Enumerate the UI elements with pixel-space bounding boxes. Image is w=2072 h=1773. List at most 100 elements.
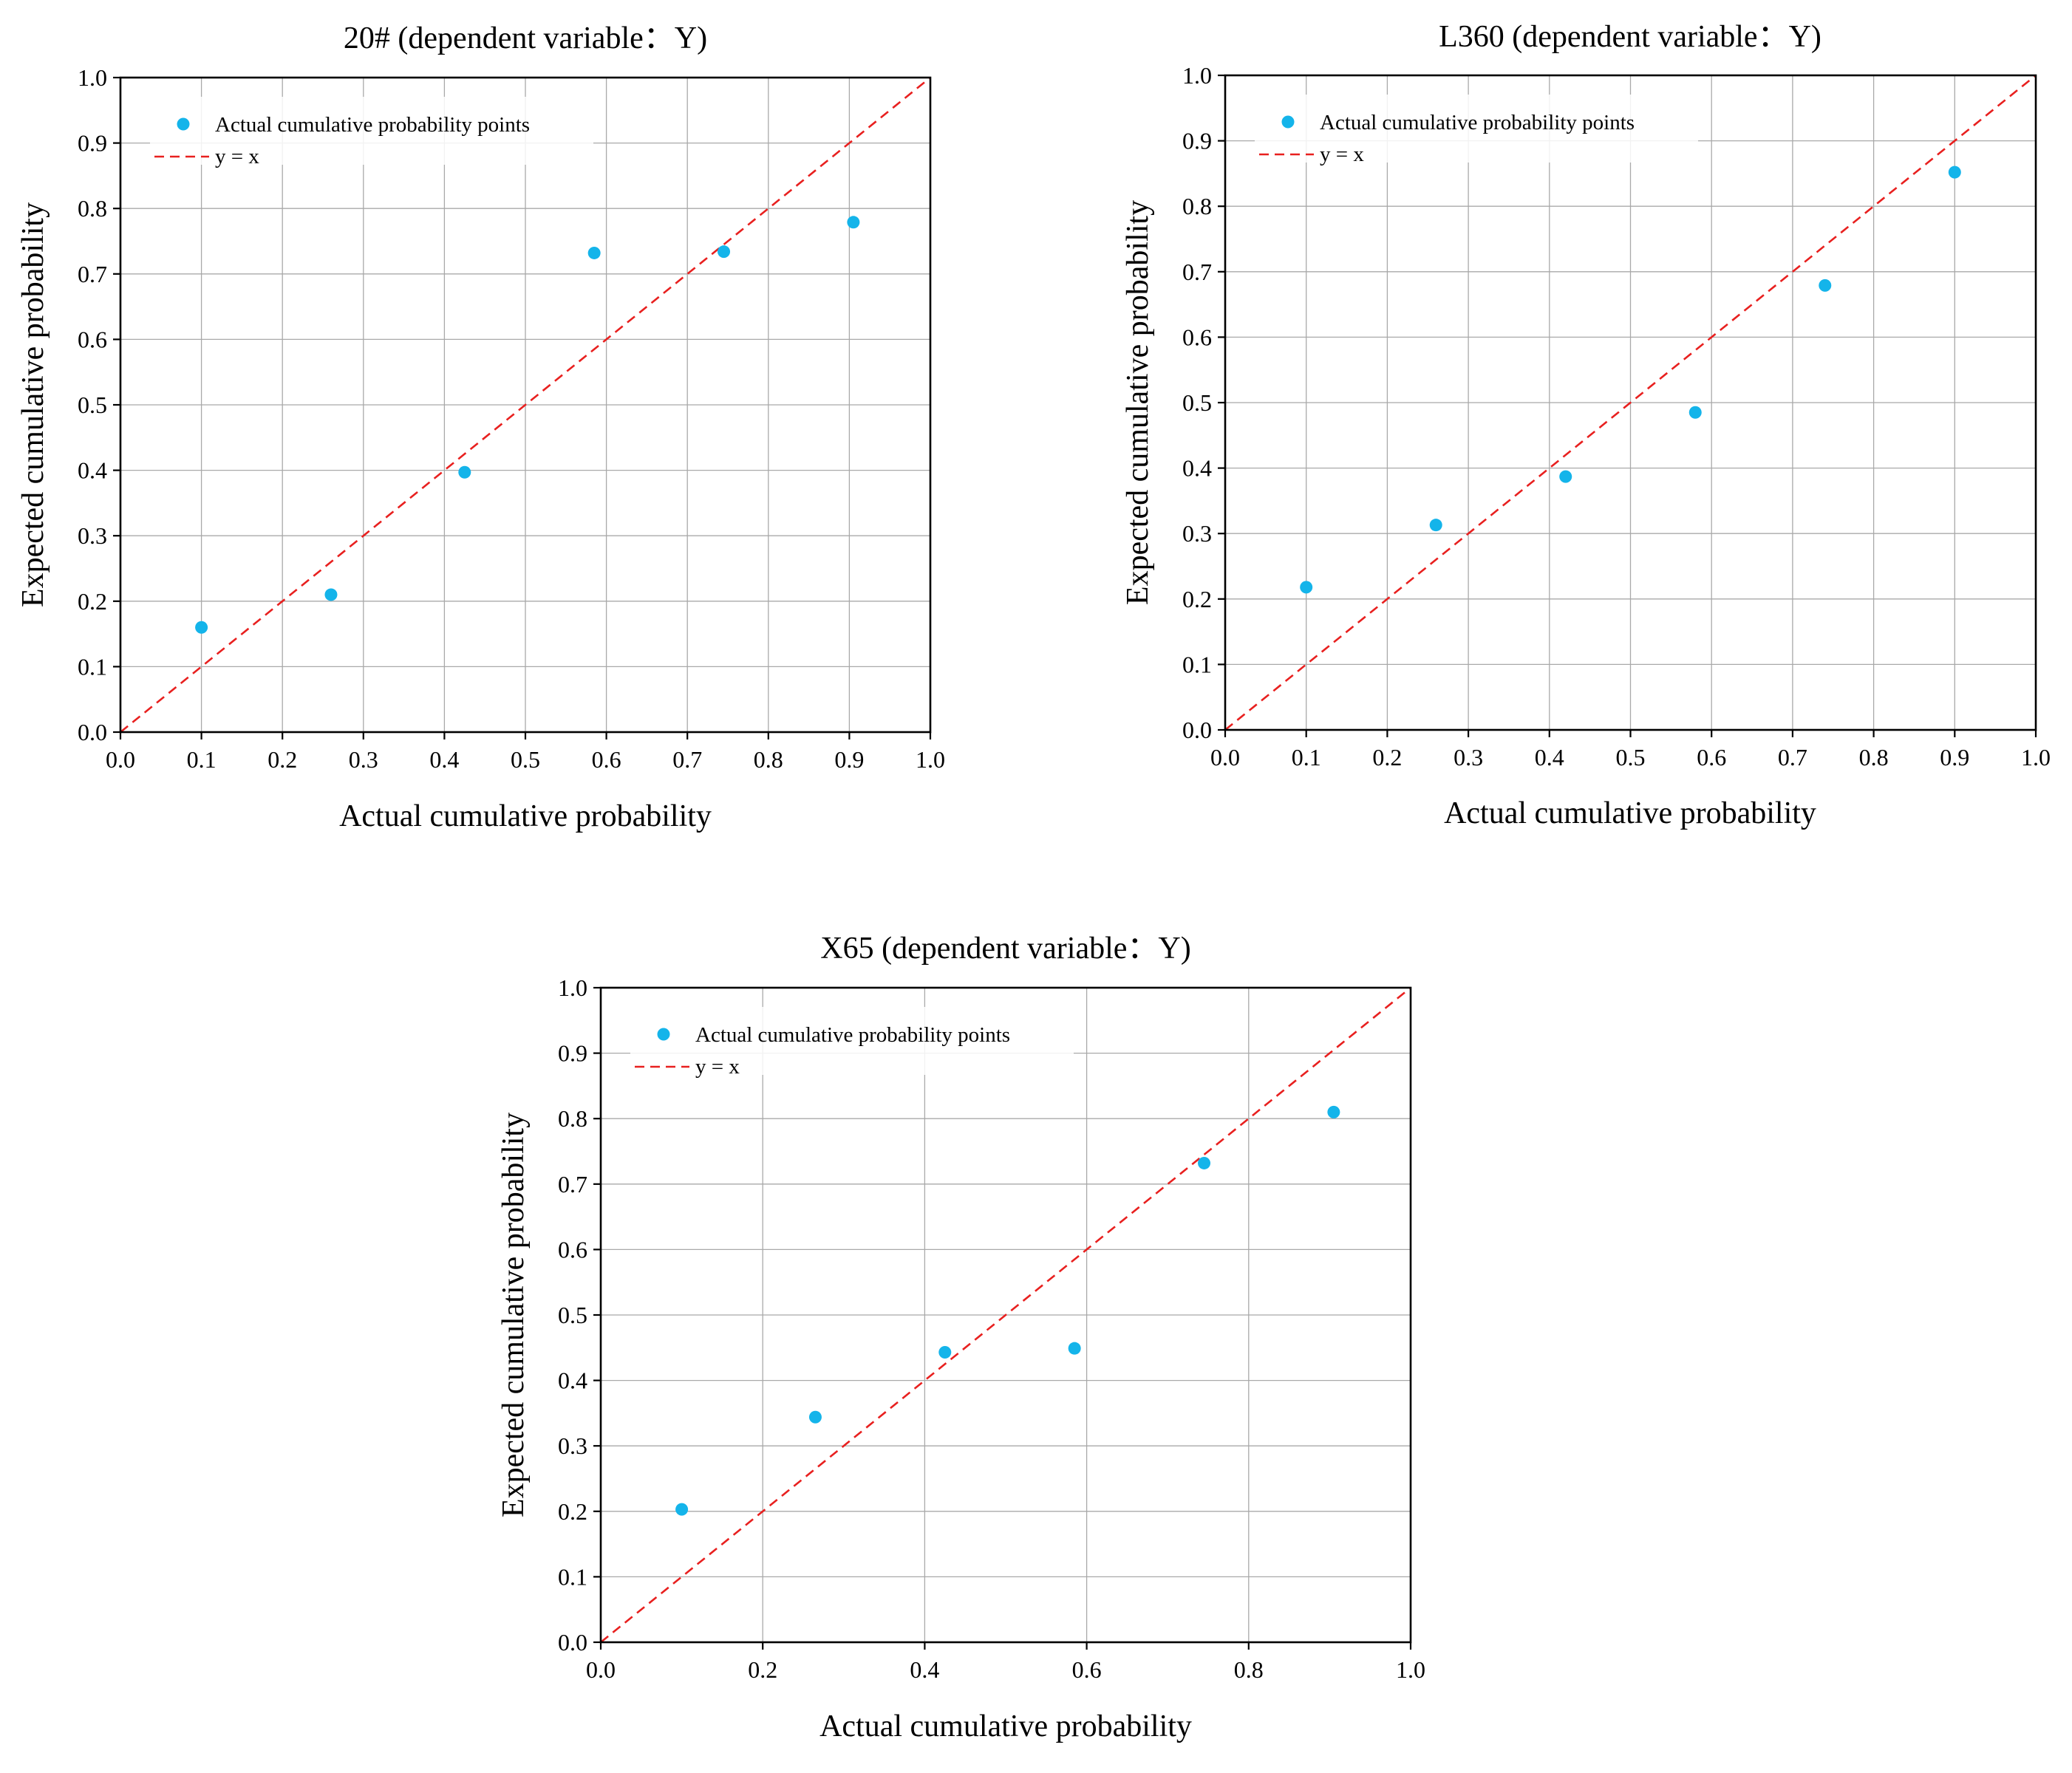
y-tick-label: 1.0 — [558, 974, 587, 1001]
data-point — [1068, 1342, 1081, 1355]
x-tick-label: 1.0 — [2021, 744, 2051, 771]
y-tick-label: 0.1 — [1182, 651, 1212, 677]
x-tick-label: 0.7 — [672, 746, 702, 773]
data-point — [1429, 519, 1442, 532]
y-tick-label: 0.7 — [558, 1171, 587, 1198]
y-tick-label: 0.8 — [558, 1105, 587, 1132]
x-tick-label: 0.0 — [106, 746, 135, 773]
chart-title: L360 (dependent variable：Y) — [1439, 20, 1821, 54]
legend-label-points: Actual cumulative probability points — [215, 113, 530, 137]
y-tick-label: 0.9 — [558, 1040, 587, 1067]
legend: Actual cumulative probability points y = … — [1255, 95, 1698, 166]
x-tick-label: 0.0 — [1210, 744, 1240, 771]
y-axis-title: Expected cumulative probability — [1121, 200, 1155, 605]
y-tick-label: 0.8 — [1182, 193, 1212, 219]
legend-label-reference-line: y = x — [695, 1055, 740, 1079]
y-tick-label: 0.2 — [78, 588, 107, 615]
y-tick-label: 0.2 — [558, 1498, 587, 1525]
chart-panel-20: 20# (dependent variable：Y) Actual cumula… — [16, 21, 945, 833]
y-tick-label: 0.4 — [558, 1367, 587, 1394]
x-tick-label: 0.9 — [834, 746, 864, 773]
y-tick-label: 0.3 — [78, 522, 107, 549]
y-tick-label: 0.5 — [1182, 389, 1212, 416]
data-point — [1948, 165, 1961, 179]
y-tick-label: 0.0 — [1182, 717, 1212, 743]
x-tick-label: 0.3 — [349, 746, 378, 773]
y-tick-label: 1.0 — [1182, 62, 1212, 89]
y-tick-label: 0.2 — [1182, 586, 1212, 612]
reference-line-y-equals-x — [1224, 74, 2037, 731]
y-tick-label: 0.9 — [78, 130, 107, 157]
y-tick-label: 0.7 — [78, 261, 107, 287]
data-point — [324, 588, 338, 601]
data-point — [1559, 470, 1572, 483]
data-point — [808, 1410, 822, 1424]
data-point — [938, 1346, 952, 1359]
data-point — [1327, 1105, 1340, 1118]
legend-label-points: Actual cumulative probability points — [695, 1023, 1010, 1047]
chart-panel-l360: L360 (dependent variable：Y) Actual cumul… — [1121, 20, 2051, 830]
legend-marker-points — [177, 117, 190, 131]
legend: Actual cumulative probability points y = … — [630, 1007, 1074, 1079]
x-axis-title: Actual cumulative probability — [339, 799, 712, 833]
y-tick-label: 0.9 — [1182, 128, 1212, 154]
y-tick-label: 0.0 — [78, 719, 107, 745]
legend-background — [1255, 95, 1698, 163]
chart-title: 20# (dependent variable：Y) — [344, 21, 707, 55]
x-tick-label: 0.6 — [592, 746, 621, 773]
legend-label-reference-line: y = x — [1320, 143, 1364, 166]
data-point — [1198, 1156, 1211, 1169]
y-tick-label: 0.5 — [78, 392, 107, 418]
x-tick-label: 0.1 — [187, 746, 217, 773]
y-tick-label: 0.6 — [558, 1236, 587, 1263]
x-tick-label: 0.8 — [754, 746, 783, 773]
x-tick-label: 0.3 — [1454, 744, 1483, 771]
chart-panel-x65: X65 (dependent variable：Y) Actual cumula… — [497, 932, 1425, 1743]
x-tick-label: 0.4 — [429, 746, 459, 773]
chart-title: X65 (dependent variable：Y) — [820, 932, 1190, 966]
data-point — [675, 1503, 689, 1516]
x-tick-label: 0.1 — [1292, 744, 1321, 771]
y-tick-label: 0.3 — [1182, 520, 1212, 547]
x-tick-label: 0.9 — [1940, 744, 1969, 771]
legend-label-reference-line: y = x — [215, 145, 259, 168]
y-tick-label: 1.0 — [78, 64, 107, 91]
data-point — [458, 465, 471, 479]
x-tick-label: 0.5 — [1616, 744, 1646, 771]
x-tick-label: 0.7 — [1778, 744, 1807, 771]
legend-label-points: Actual cumulative probability points — [1320, 111, 1635, 134]
y-tick-label: 0.1 — [78, 653, 107, 680]
legend-marker-points — [657, 1028, 670, 1041]
y-tick-label: 0.1 — [558, 1563, 587, 1590]
data-point — [587, 246, 601, 259]
y-axis-title: Expected cumulative probability — [16, 202, 50, 607]
legend-marker-points — [1281, 115, 1295, 129]
x-tick-label: 0.2 — [748, 1656, 777, 1683]
data-point — [1819, 279, 1832, 292]
y-tick-label: 0.7 — [1182, 259, 1212, 285]
x-tick-label: 0.8 — [1859, 744, 1889, 771]
x-tick-label: 0.4 — [910, 1656, 939, 1683]
x-axis-title: Actual cumulative probability — [1444, 796, 1816, 830]
reference-line-y-equals-x — [120, 76, 931, 734]
x-tick-label: 0.6 — [1072, 1656, 1102, 1683]
data-point — [1688, 406, 1702, 419]
legend-background — [630, 1007, 1074, 1075]
x-tick-label: 0.8 — [1234, 1656, 1264, 1683]
data-point — [1300, 581, 1313, 594]
y-tick-label: 0.4 — [1182, 455, 1212, 482]
x-tick-label: 0.2 — [267, 746, 297, 773]
y-tick-label: 0.8 — [78, 195, 107, 222]
x-tick-label: 1.0 — [1396, 1656, 1425, 1683]
data-point — [847, 216, 860, 229]
reference-line-y-equals-x — [600, 986, 1411, 1644]
y-tick-label: 0.5 — [558, 1302, 587, 1328]
y-tick-label: 0.0 — [558, 1629, 587, 1656]
data-point — [718, 245, 731, 259]
x-tick-label: 0.6 — [1697, 744, 1726, 771]
x-tick-label: 0.2 — [1372, 744, 1402, 771]
x-tick-label: 0.4 — [1535, 744, 1564, 771]
legend-background — [150, 97, 593, 165]
